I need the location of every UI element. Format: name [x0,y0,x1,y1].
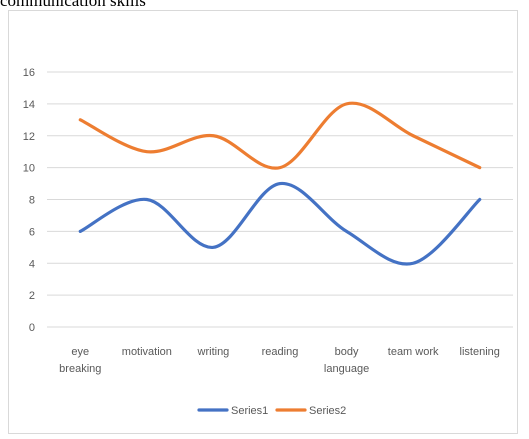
x-tick-label: listening [460,346,500,358]
x-tick-label: team work [388,346,439,358]
y-tick-label: 4 [29,258,35,270]
x-tick-label: writing [197,346,230,358]
y-axis-ticks: 0 2 4 6 8 10 12 14 16 [23,67,35,334]
series-1-line [78,181,482,266]
x-tick-label: motivation [122,346,172,358]
x-axis-ticks: eye breaking motivation writing reading body l… [59,346,500,375]
legend-label: Series1 [231,405,268,417]
y-tick-label: 14 [23,99,35,111]
series-lines [78,101,482,266]
x-tick-label: body language [324,346,369,375]
series-2-line [78,101,482,170]
legend-label: Series2 [309,405,346,417]
y-tick-label: 12 [23,131,35,143]
y-tick-label: 2 [29,290,35,302]
y-tick-label: 0 [29,322,35,334]
gridlines [47,71,513,328]
y-tick-label: 16 [23,67,35,79]
y-tick-label: 8 [29,195,35,207]
x-tick-label: eye breaking [59,346,101,375]
y-tick-label: 6 [29,226,35,238]
chart-caption: communication skills [0,0,146,10]
x-tick-label: reading [262,346,299,358]
y-tick-label: 10 [23,163,35,175]
legend: Series1 Series2 [197,405,346,417]
